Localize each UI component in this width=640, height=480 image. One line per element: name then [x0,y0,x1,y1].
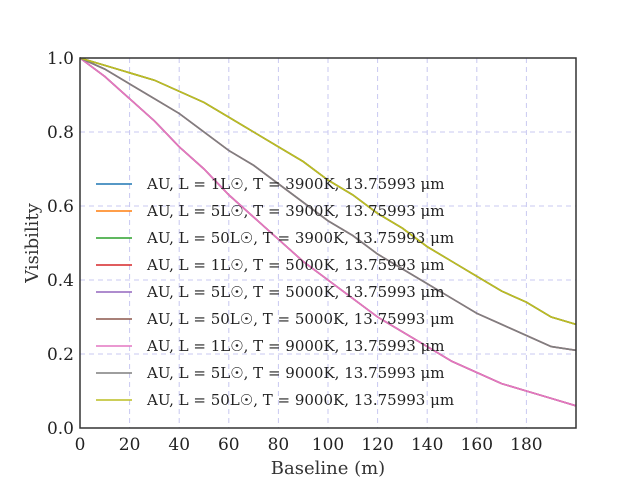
legend-label: AU, L = 5L☉, T = 3900K, 13.75993 μm [146,202,445,220]
grid-lines [80,58,576,428]
series-lines [79,57,577,407]
y-tick-label: 0.2 [47,345,74,365]
plot-frame [79,57,577,429]
series-line [79,57,577,352]
y-axis-label: Visibility [22,202,43,283]
y-tick-label: 1.0 [47,49,74,69]
tick-labels: 0 20 40 60 80 100 120 140 160 180 0.0 0.2 0.4 0.6 0.8 1… [47,49,543,455]
x-tick-label: 140 [411,435,443,455]
legend-label: AU, L = 50L☉, T = 3900K, 13.75993 μm [146,229,454,247]
legend-label: AU, L = 5L☉, T = 9000K, 13.75993 μm [146,364,445,382]
x-axis-label: Baseline (m) [271,458,385,479]
series-line [79,57,577,326]
x-tick-label: 100 [312,435,344,455]
y-tick-label: 0.6 [47,197,74,217]
x-tick-label: 80 [268,435,290,455]
x-tick-label: 0 [75,435,86,455]
legend-label: AU, L = 5L☉, T = 5000K, 13.75993 μm [146,283,445,301]
x-tick-label: 120 [361,435,393,455]
y-tick-label: 0.0 [47,419,74,439]
x-tick-label: 40 [168,435,190,455]
legend: AU, L = 1L☉, T = 3900K, 13.75993 μm AU, L… [96,175,454,409]
x-tick-label: 160 [461,435,493,455]
y-tick-label: 0.4 [47,271,74,291]
y-tick-label: 0.8 [47,123,74,143]
x-tick-label: 180 [510,435,542,455]
series-line [79,57,577,407]
legend-label: AU, L = 50L☉, T = 9000K, 13.75993 μm [146,391,454,409]
x-tick-label: 60 [218,435,240,455]
legend-label: AU, L = 1L☉, T = 9000K, 13.75993 μm [146,337,445,355]
x-tick-label: 20 [119,435,141,455]
legend-label: AU, L = 1L☉, T = 3900K, 13.75993 μm [146,175,445,193]
legend-label: AU, L = 1L☉, T = 5000K, 13.75993 μm [146,256,445,274]
legend-label: AU, L = 50L☉, T = 5000K, 13.75993 μm [146,310,454,328]
